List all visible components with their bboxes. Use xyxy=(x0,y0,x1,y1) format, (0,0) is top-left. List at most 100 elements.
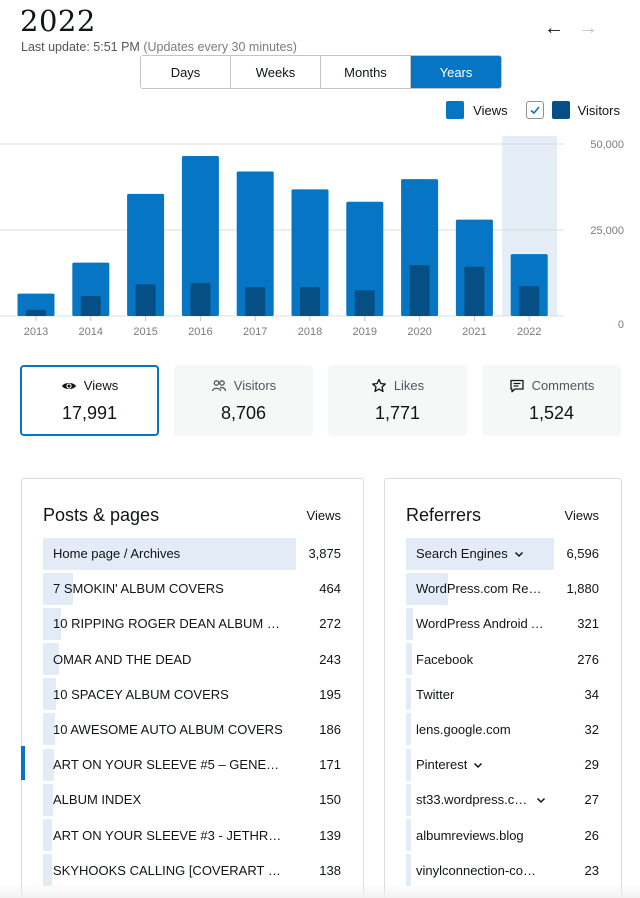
visitors-bar xyxy=(464,266,485,316)
x-tick-label: 2017 xyxy=(243,326,267,338)
bottom-scroll-fade xyxy=(0,884,640,898)
row-label: SKYHOOKS CALLING [COVERART #57] xyxy=(53,862,287,878)
visitors-card-label: Visitors xyxy=(211,378,276,394)
row-label: st33.wordpress.com xyxy=(406,792,546,807)
update-frequency: (Updates every 30 minutes) xyxy=(143,40,297,54)
post-row[interactable]: Home page / Archives 3,875 xyxy=(43,536,341,571)
x-tick-label: 2021 xyxy=(462,326,486,338)
row-proportion-bar xyxy=(43,854,52,887)
referrer-row[interactable]: Pinterest 29 xyxy=(406,747,599,782)
row-proportion-bar xyxy=(406,678,411,711)
row-value: 171 xyxy=(319,757,341,773)
post-row[interactable]: ART ON YOUR SLEEVE #3 - JETHRO TULL 139 xyxy=(43,818,341,853)
row-value: 23 xyxy=(584,862,599,878)
row-label-text: st33.wordpress.com xyxy=(416,792,530,808)
row-value: 29 xyxy=(584,757,599,773)
post-row[interactable]: 10 AWESOME AUTO ALBUM COVERS 186 xyxy=(43,712,341,747)
last-update-label: Last update: 5:51 PM xyxy=(21,40,140,54)
referrer-row[interactable]: albumreviews.blog 26 xyxy=(406,818,599,853)
row-value: 464 xyxy=(319,581,341,597)
visitors-bar xyxy=(409,265,430,316)
referrer-row[interactable]: Search Engines 6,596 xyxy=(406,536,599,571)
row-proportion-bar xyxy=(43,748,55,781)
tab-years[interactable]: Years xyxy=(411,56,501,88)
chevron-down-icon[interactable] xyxy=(473,760,483,770)
comment-icon xyxy=(509,379,524,392)
row-value: 276 xyxy=(577,651,599,667)
post-row[interactable]: OMAR AND THE DEAD 243 xyxy=(43,642,341,677)
chevron-down-icon[interactable] xyxy=(536,795,546,805)
y-tick-label: 25,000 xyxy=(590,225,624,237)
row-proportion-bar xyxy=(43,537,296,570)
post-row[interactable]: 10 SPACEY ALBUM COVERS 195 xyxy=(43,677,341,712)
visitors-card[interactable]: Visitors 8,706 xyxy=(174,365,313,436)
row-proportion-bar xyxy=(406,713,411,746)
visitors-bar xyxy=(300,287,320,316)
selection-edge-marker xyxy=(21,746,25,780)
row-value: 321 xyxy=(577,616,599,632)
views-card-text: Views xyxy=(83,378,119,393)
likes-card-value: 1,771 xyxy=(374,402,421,423)
row-label: Twitter xyxy=(406,687,546,702)
referrer-row[interactable]: Twitter 34 xyxy=(406,677,599,712)
visitors-bar xyxy=(190,282,211,316)
row-label: WordPress Android App xyxy=(406,616,546,631)
row-proportion-bar xyxy=(406,748,411,781)
row-label: ALBUM INDEX xyxy=(53,792,142,808)
row-proportion-bar xyxy=(43,572,74,605)
visitors-bar xyxy=(519,286,540,316)
post-row[interactable]: SKYHOOKS CALLING [COVERART #57] 138 xyxy=(43,853,341,888)
row-proportion-bar xyxy=(43,607,61,640)
visitors-card-text: Visitors xyxy=(233,378,277,393)
visitors-card-value: 8,706 xyxy=(220,402,267,423)
row-label-text: Twitter xyxy=(416,686,455,702)
referrer-row[interactable]: WordPress Android App 321 xyxy=(406,606,599,641)
views-card-label: Views xyxy=(61,378,118,394)
chevron-down-icon[interactable] xyxy=(514,549,524,559)
row-label: Facebook xyxy=(406,652,546,667)
post-row[interactable]: ART ON YOUR SLEEVE #5 – GENESIS 171 xyxy=(43,747,341,782)
row-value: 272 xyxy=(319,616,341,632)
comments-card-label: Comments xyxy=(509,378,594,394)
post-row[interactable]: 7 SMOKIN' ALBUM COVERS 464 xyxy=(43,571,341,606)
referrer-row[interactable]: WordPress.com Reader 1,880 xyxy=(406,571,599,606)
row-value: 3,875 xyxy=(308,546,341,562)
x-tick-label: 2014 xyxy=(79,326,103,338)
referrer-row[interactable]: lens.google.com 32 xyxy=(406,712,599,747)
referrer-row[interactable]: Facebook 276 xyxy=(406,642,599,677)
row-proportion-bar xyxy=(406,537,554,570)
post-row[interactable]: ALBUM INDEX 150 xyxy=(43,782,341,817)
comments-card[interactable]: Comments 1,524 xyxy=(482,365,621,436)
previous-period-arrow-icon[interactable]: ← xyxy=(544,17,564,39)
row-label: 10 SPACEY ALBUM COVERS xyxy=(53,686,229,702)
row-label-text: Pinterest xyxy=(416,757,468,773)
referrer-row[interactable]: st33.wordpress.com 27 xyxy=(406,782,599,817)
likes-card[interactable]: Likes 1,771 xyxy=(328,365,467,436)
row-label: 10 AWESOME AUTO ALBUM COVERS xyxy=(53,722,283,738)
visitors-swatch xyxy=(551,101,570,119)
visitors-checkbox[interactable] xyxy=(525,101,544,119)
row-label-text: Facebook xyxy=(416,651,474,667)
posts-panel-title: Posts & pages xyxy=(43,505,160,525)
next-period-arrow-icon[interactable]: → xyxy=(578,17,598,39)
posts-pages-panel: Posts & pages Views Home page / Archives… xyxy=(21,478,364,898)
row-proportion-bar xyxy=(43,643,59,676)
referrers-views-column-header: Views xyxy=(564,508,599,523)
y-tick-label: 0 xyxy=(618,319,624,331)
row-value: 195 xyxy=(319,686,341,702)
visitors-bar xyxy=(80,296,101,316)
row-label: ART ON YOUR SLEEVE #3 - JETHRO TULL xyxy=(53,827,287,843)
post-row[interactable]: 10 RIPPING ROGER DEAN ALBUM COVERS 272 xyxy=(43,606,341,641)
views-card[interactable]: Views 17,991 xyxy=(20,365,159,436)
row-value: 138 xyxy=(319,862,341,878)
tab-days[interactable]: Days xyxy=(141,56,231,88)
tab-months[interactable]: Months xyxy=(321,56,411,88)
tab-weeks[interactable]: Weeks xyxy=(231,56,321,88)
x-tick-label: 2020 xyxy=(407,326,431,338)
row-label: albumreviews.blog xyxy=(406,828,546,843)
referrer-row[interactable]: vinylconnection-com-au 23 xyxy=(406,853,599,888)
visitors-bar xyxy=(26,309,46,316)
views-bar xyxy=(346,201,384,316)
legend-views-label: Views xyxy=(473,102,508,118)
row-proportion-bar xyxy=(406,643,413,676)
